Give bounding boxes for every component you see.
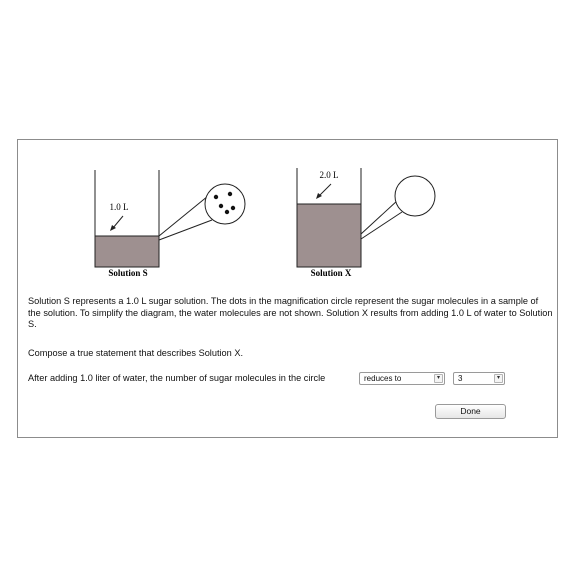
count-select-value: 3 (458, 374, 463, 383)
chevron-down-icon[interactable]: ▾ (434, 374, 443, 383)
caption-solution-x: Solution X (311, 268, 352, 278)
beaker-solution-x: 2.0 L Solution X (296, 168, 436, 278)
verb-select-value: reduces to (364, 374, 402, 383)
liquid-solution-x (297, 204, 361, 267)
volume-label-x: 2.0 L (320, 170, 339, 180)
solution-diagram: 1.0 L Solution S 2.0 L Solution X (94, 168, 436, 278)
problem-description: Solution S represents a 1.0 L sugar solu… (28, 296, 553, 330)
liquid-solution-s (95, 236, 159, 267)
beaker-outline-s (94, 170, 160, 268)
magnification-circle-s (204, 183, 246, 225)
arrow-x (318, 183, 332, 197)
count-select[interactable]: 3 ▾ (453, 372, 505, 385)
question-panel: 1.0 L Solution S 2.0 L Solution X (17, 139, 558, 438)
question-prompt: Compose a true statement that describes … (28, 348, 244, 358)
arrow-s (112, 215, 124, 229)
volume-label-s: 1.0 L (110, 202, 129, 212)
magnification-circle-x (394, 175, 436, 217)
beaker-solution-s: 1.0 L Solution S (94, 170, 246, 278)
chevron-down-icon[interactable]: ▾ (494, 374, 503, 383)
statement-prefix: After adding 1.0 liter of water, the num… (28, 373, 326, 383)
caption-solution-s: Solution S (108, 268, 147, 278)
verb-select[interactable]: reduces to ▾ (359, 372, 445, 385)
done-button[interactable]: Done (435, 404, 506, 419)
beaker-outline-x (296, 168, 362, 268)
